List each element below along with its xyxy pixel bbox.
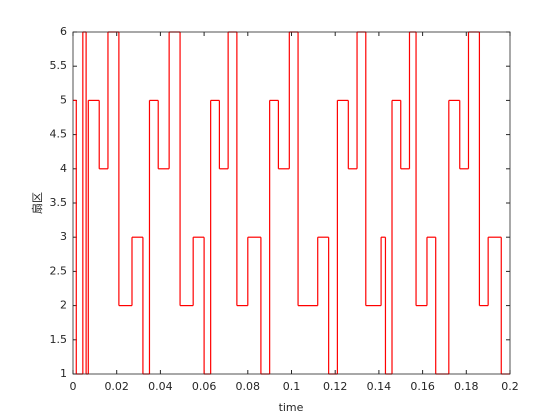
x-axis-label: time (279, 401, 304, 414)
x-tick-label: 0.06 (192, 380, 217, 393)
y-tick-label: 5 (60, 93, 67, 106)
x-tick-label: 0.18 (454, 380, 479, 393)
x-tick-label: 0.02 (104, 380, 129, 393)
y-tick-label: 1.5 (50, 333, 68, 346)
y-tick-label: 4 (60, 162, 67, 175)
y-tick-label: 4.5 (50, 128, 68, 141)
y-tick-label: 5.5 (50, 59, 68, 72)
y-tick-label: 1 (60, 367, 67, 380)
y-axis-label: 扇区 (30, 192, 44, 214)
y-tick-label: 3.5 (50, 196, 68, 209)
x-tick-label: 0.16 (410, 380, 435, 393)
y-tick-label: 2.5 (50, 264, 68, 277)
y-tick-label: 3 (60, 230, 67, 243)
x-tick-label: 0.08 (236, 380, 261, 393)
x-tick-label: 0.2 (501, 380, 519, 393)
y-tick-label: 2 (60, 299, 67, 312)
x-tick-label: 0 (70, 380, 77, 393)
x-tick-label: 0.1 (283, 380, 301, 393)
x-tick-label: 0.12 (323, 380, 348, 393)
x-tick-label: 0.14 (367, 380, 392, 393)
x-tick-label: 0.04 (148, 380, 173, 393)
y-tick-label: 6 (60, 25, 67, 38)
axes-box (72, 31, 511, 375)
